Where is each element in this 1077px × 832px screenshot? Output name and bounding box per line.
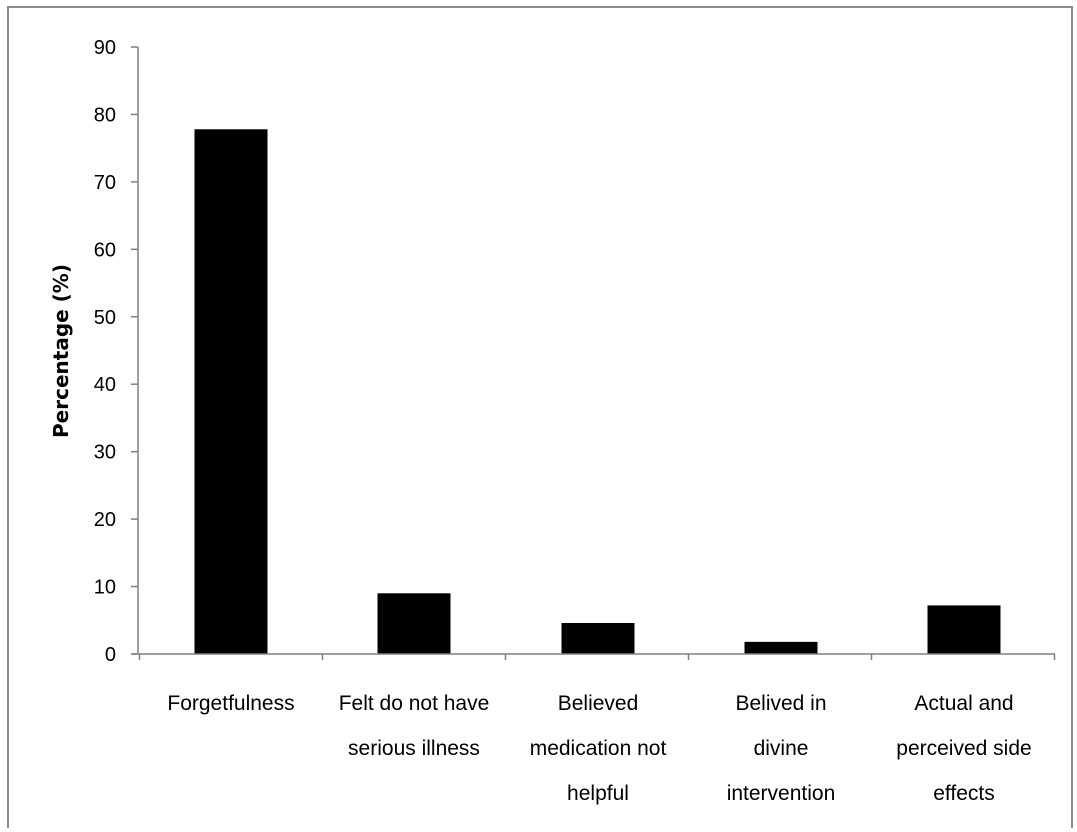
x-category-labels: Forgetfulness Felt do not have serious ill… <box>167 692 1031 805</box>
y-axis-title: Percentage (%) <box>49 264 73 438</box>
y-tick-label-2: 20 <box>94 509 116 531</box>
axes-group <box>131 46 1056 660</box>
bar-3 <box>744 641 818 654</box>
bar-1 <box>377 593 451 654</box>
y-tick-label-3: 30 <box>94 442 116 464</box>
bar-0 <box>194 129 268 654</box>
chart-frame <box>7 6 1073 828</box>
bar-4 <box>927 605 1001 654</box>
y-tick-label-1: 10 <box>94 577 116 599</box>
y-tick-label-6: 60 <box>94 239 116 261</box>
y-tick-label-5: 50 <box>94 307 116 329</box>
y-tick-label-9: 90 <box>94 37 116 59</box>
x-category-label-2: Believed medication not helpful <box>530 692 667 805</box>
y-tick-labels: 0 10 20 30 40 50 60 70 80 90 <box>94 37 116 666</box>
bar-2 <box>561 622 635 654</box>
x-category-label-4: Actual and perceived side effects <box>896 692 1031 805</box>
x-category-label-1: Felt do not have serious illness <box>339 692 490 760</box>
y-tick-label-7: 70 <box>94 172 116 194</box>
bars-group <box>194 129 1001 654</box>
y-tick-label-4: 40 <box>94 374 116 396</box>
x-category-label-0: Forgetfulness <box>167 692 294 715</box>
y-tick-label-8: 80 <box>94 104 116 126</box>
y-tick-label-0: 0 <box>105 644 116 666</box>
x-category-label-3: Belived in divine intervention <box>727 692 836 805</box>
